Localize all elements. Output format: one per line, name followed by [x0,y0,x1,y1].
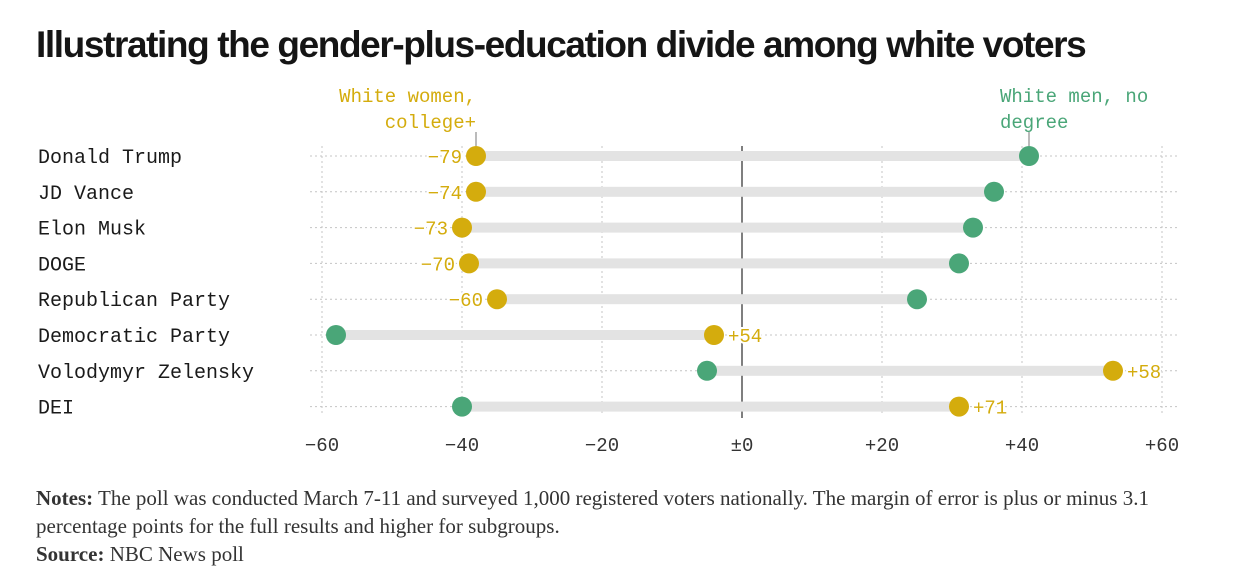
legend-label-women-line1: White women, [339,86,476,108]
legend-label-men-line2: degree [1000,112,1068,134]
dot-women-college [466,181,486,202]
gap-label: −79 [428,147,462,169]
row-label: Republican Party [38,290,230,313]
row-label: Volodymyr Zelensky [38,362,254,385]
x-tick-label: −60 [305,435,339,457]
row-label: DEI [38,398,74,421]
dot-women-college [1103,360,1123,381]
row-label: DOGE [38,254,86,277]
gap-label: −74 [428,183,462,205]
x-tick-label: −40 [445,435,479,457]
row-label: Donald Trump [38,147,182,170]
dot-women-college [459,253,479,274]
gap-bar [707,365,1113,376]
dot-women-college [704,325,724,345]
gap-bar [476,151,1029,161]
dot-men-no-degree [1019,146,1039,166]
notes-label: Notes: [36,486,94,510]
source-label: Source: [36,542,105,566]
gap-label: −70 [421,254,455,276]
row-label: Elon Musk [38,219,146,242]
legend-label-women-line2: college+ [385,112,476,134]
chart-title: Illustrating the gender-plus-education d… [36,24,1087,65]
gap-bar [336,330,714,340]
notes-text: The poll was conducted March 7-11 and su… [36,486,1149,538]
dot-men-no-degree [452,396,472,417]
gap-label: +71 [973,398,1007,420]
dot-women-college [487,289,507,310]
legend-label-men-line1: White men, no [1000,86,1148,108]
gap-label: −73 [414,219,448,241]
gap-label: −60 [449,290,483,312]
dot-men-no-degree [963,217,983,238]
dot-women-college [949,396,969,417]
x-tick-label: ±0 [731,435,754,457]
gap-label: +54 [728,326,762,348]
dot-men-no-degree [326,325,346,345]
dot-men-no-degree [697,360,717,381]
gap-bar [497,294,917,305]
gap-bar [476,186,994,197]
notes-block: Notes: The poll was conducted March 7-11… [36,484,1216,568]
gap-bar [462,222,973,233]
row-label: JD Vance [38,183,134,206]
x-tick-label: +60 [1145,435,1179,457]
gap-label: +58 [1127,362,1161,384]
source-text: NBC News poll [104,542,244,566]
dot-men-no-degree [984,181,1004,202]
gap-bar [469,258,959,269]
x-tick-label: +40 [1005,435,1039,457]
x-tick-label: −20 [585,435,619,457]
dot-women-college [466,146,486,166]
dot-men-no-degree [949,253,969,274]
row-label: Democratic Party [38,326,230,349]
x-tick-label: +20 [865,435,899,457]
dot-women-college [452,217,472,238]
dot-men-no-degree [907,289,927,310]
gap-bar [462,401,959,412]
